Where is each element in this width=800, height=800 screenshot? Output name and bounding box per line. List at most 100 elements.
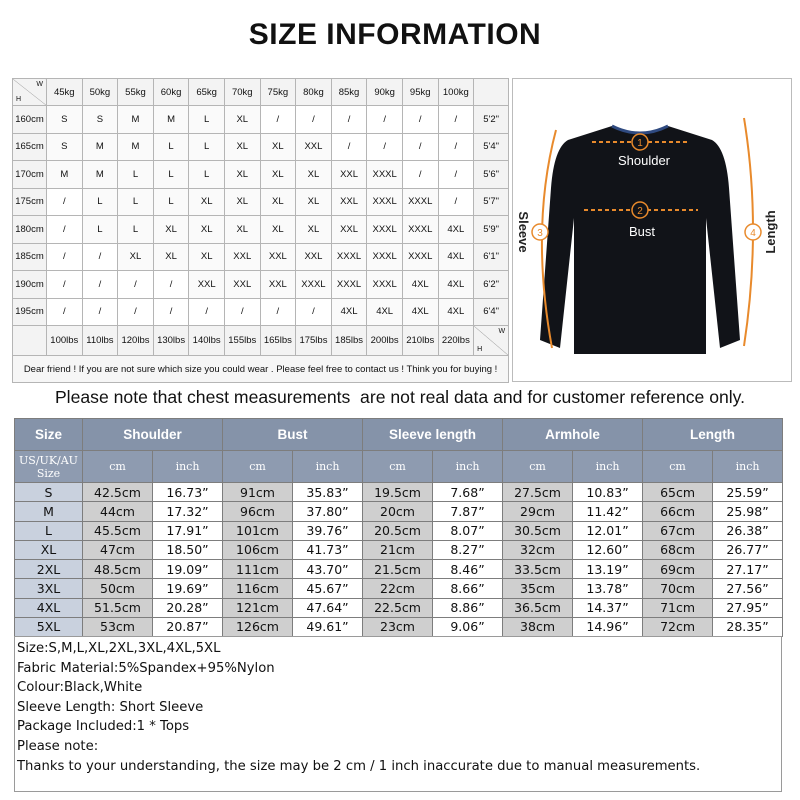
size-value: XL [14, 539, 83, 561]
weight-label: 45kg [46, 78, 83, 106]
marker-circle [744, 223, 762, 241]
size-cell: / [401, 132, 439, 161]
size-value: 10.83” [572, 481, 644, 503]
guide-footer: Dear friend ! If you are not sure which … [11, 355, 510, 383]
size-cell: XL [259, 187, 297, 216]
size-value: 17.91” [151, 520, 224, 541]
unit-label: inch [572, 450, 644, 483]
height-label: 190cm [12, 270, 47, 299]
detail-line: Package Included:1 * Tops [17, 719, 190, 735]
feet-label: 5'9" [473, 215, 510, 244]
size-value: 44cm [82, 501, 153, 522]
size-value: 101cm [222, 520, 294, 541]
size-value: 28.35” [712, 616, 784, 638]
pound-label: 110lbs [81, 325, 119, 356]
size-value: 35.83” [292, 481, 364, 503]
marker-number: 4 [750, 228, 756, 239]
sweater [540, 126, 740, 354]
unit-label: cm [222, 450, 294, 483]
size-cell: M [152, 105, 190, 134]
pound-label: 155lbs [223, 325, 261, 356]
height-row: 180cm / L L XL XL XL XL XL XXL XXXL XXXL 4XL 5'9" [12, 215, 510, 244]
pound-row: 100lbs 110lbs 120lbs 130lbs 140lbs 155lbs 165l… [12, 325, 510, 356]
size-cell: XL [295, 160, 332, 189]
size-value: 27.95” [712, 597, 784, 618]
size-value: 22.5cm [362, 597, 434, 618]
size-value: 7.87” [432, 501, 504, 522]
size-row: XL 47cm 18.50” 106cm 41.73” 21cm 8.27” 32cm 12.6… [14, 539, 784, 561]
size-cell: XL [223, 160, 261, 189]
weight-label: 75kg [259, 78, 297, 106]
size-value: 8.46” [432, 558, 504, 580]
size-cell: / [259, 297, 297, 326]
size-cell: S [46, 105, 83, 134]
detail-line: Colour:Black,White [17, 680, 143, 696]
weight-label: 85kg [330, 78, 368, 106]
size-cell: XXXL [366, 187, 403, 216]
size-value: 43.70” [292, 558, 364, 580]
header-row: Size Shoulder Bust Sleeve length Armhole Leng… [14, 418, 784, 451]
pound-label: 140lbs [188, 325, 225, 356]
size-cell: XL [152, 215, 190, 244]
size-row: L 45.5cm 17.91” 101cm 39.76” 20.5cm 8.07” 30.5c… [14, 520, 784, 541]
feet-label: 5'7" [473, 187, 510, 216]
size-cell: L [81, 215, 119, 244]
size-cell: L [117, 187, 154, 216]
unit-label: cm [642, 450, 714, 483]
size-value: 19.69” [151, 578, 224, 599]
size-value: 71cm [642, 597, 714, 618]
detail-line: Please note: [17, 738, 99, 754]
size-cell: XXXL [401, 187, 439, 216]
size-cell: / [81, 270, 119, 299]
size-value: 51.5cm [82, 597, 153, 618]
size-value: 67cm [642, 520, 714, 541]
size-cell: / [152, 297, 190, 326]
size-value: 50cm [82, 578, 153, 599]
size-label: US/UK/AU [19, 453, 78, 467]
size-cell: L [81, 187, 119, 216]
size-cell: XL [223, 105, 261, 134]
size-value: 72cm [642, 616, 714, 638]
height-label: 160cm [12, 105, 47, 134]
measure-label: Sleeve [516, 211, 531, 252]
size-cell: / [117, 270, 154, 299]
empty-cell [12, 325, 47, 356]
size-value: 2XL [14, 558, 83, 580]
size-cell: XL [295, 187, 332, 216]
weight-label: 65kg [188, 78, 225, 106]
pound-label: 130lbs [152, 325, 190, 356]
size-cell: / [81, 242, 119, 271]
weight-label: 80kg [295, 78, 332, 106]
size-cell: XL [188, 242, 225, 271]
size-value: 69cm [642, 558, 714, 580]
size-cell: M [81, 132, 119, 161]
size-cell: M [46, 160, 83, 189]
size-cell: / [81, 297, 119, 326]
size-value: 68cm [642, 539, 714, 561]
size-value: 3XL [14, 578, 83, 599]
size-value: 13.19” [572, 558, 644, 580]
footer-row: Dear friend ! If you are not sure which … [11, 355, 510, 383]
size-value: 121cm [222, 597, 294, 618]
size-row: M 44cm 17.32” 96cm 37.80” 20cm 7.87” 29cm 11.42”… [14, 501, 784, 522]
empty-cell [473, 78, 510, 106]
size-cell: XL [295, 215, 332, 244]
size-value: 96cm [222, 501, 294, 522]
unit-label: cm [82, 450, 153, 483]
size-cell: 4XL [437, 242, 475, 271]
size-row: 3XL 50cm 19.69” 116cm 45.67” 22cm 8.66” 35cm 13.… [14, 578, 784, 599]
size-cell: XXXL [330, 270, 368, 299]
size-value: 5XL [14, 616, 83, 638]
size-cell: / [117, 297, 154, 326]
size-cell: 4XL [330, 297, 368, 326]
unit-label: inch [151, 450, 224, 483]
size-cell: XXL [330, 215, 368, 244]
size-cell: / [366, 105, 403, 134]
size-cell: XXXL [366, 242, 403, 271]
marker-number: 2 [637, 206, 643, 217]
unit-row: US/UK/AU Size cm inch cm inch cm inch cm inch cm in… [14, 450, 784, 483]
size-value: 27.5cm [502, 481, 574, 503]
weight-label: 55kg [117, 78, 154, 106]
corner-h: H [477, 346, 483, 353]
size-row: 5XL 53cm 20.87” 126cm 49.61” 23cm 9.06” 38cm 14.… [14, 616, 784, 638]
